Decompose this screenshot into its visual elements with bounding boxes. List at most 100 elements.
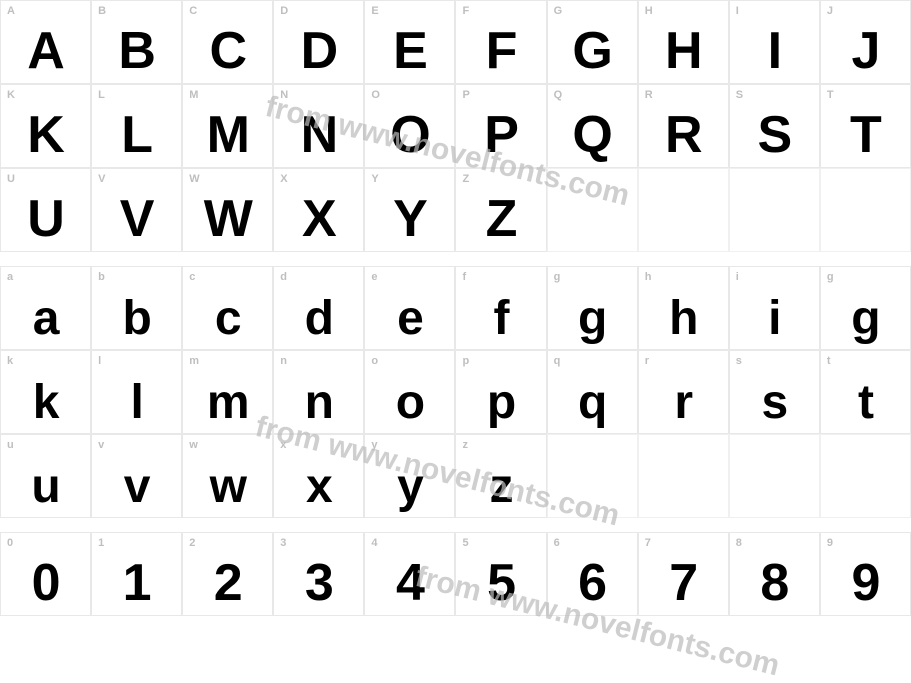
glyph-char: 9 (851, 557, 879, 609)
cell-label: s (736, 355, 742, 367)
glyph-char: U (27, 193, 64, 245)
spacer-cell (455, 518, 546, 532)
cell-label: 3 (280, 537, 286, 549)
glyph-cell: 99 (820, 532, 911, 616)
glyph-cell: 11 (91, 532, 182, 616)
glyph-cell: KK (0, 84, 91, 168)
glyph-char: O (390, 109, 429, 161)
glyph-char: H (665, 25, 702, 77)
cell-label: G (554, 5, 563, 17)
glyph-char: k (33, 379, 59, 427)
cell-label: m (189, 355, 199, 367)
cell-label: F (462, 5, 469, 17)
glyph-cell: yy (364, 434, 455, 518)
glyph-cell: bb (91, 266, 182, 350)
glyph-char: e (397, 295, 423, 343)
cell-label: y (371, 439, 377, 451)
glyph-char: d (305, 295, 333, 343)
glyph-cell: JJ (820, 0, 911, 84)
cell-label: 0 (7, 537, 13, 549)
glyph-cell: ii (729, 266, 820, 350)
cell-label: c (189, 271, 195, 283)
cell-label: l (98, 355, 101, 367)
glyph-cell: hh (638, 266, 729, 350)
cell-label: V (98, 173, 105, 185)
spacer-cell (364, 518, 455, 532)
empty-cell (729, 434, 820, 518)
glyph-cell: zz (455, 434, 546, 518)
cell-label: B (98, 5, 106, 17)
glyph-cell: cc (182, 266, 273, 350)
cell-label: E (371, 5, 378, 17)
glyph-cell: QQ (547, 84, 638, 168)
glyph-char: L (121, 109, 152, 161)
glyph-cell: uu (0, 434, 91, 518)
cell-label: f (462, 271, 466, 283)
cell-label: X (280, 173, 287, 185)
glyph-cell: 55 (455, 532, 546, 616)
glyph-cell: kk (0, 350, 91, 434)
cell-label: g (827, 271, 834, 283)
cell-label: b (98, 271, 105, 283)
cell-label: r (645, 355, 649, 367)
cell-label: 6 (554, 537, 560, 549)
cell-label: k (7, 355, 13, 367)
cell-label: O (371, 89, 380, 101)
cell-label: e (371, 271, 377, 283)
spacer-cell (729, 518, 820, 532)
glyph-cell: aa (0, 266, 91, 350)
spacer-cell (729, 252, 820, 266)
glyph-cell: GG (547, 0, 638, 84)
glyph-char: A (27, 25, 64, 77)
spacer-cell (0, 252, 91, 266)
glyph-char: Z (486, 193, 517, 245)
spacer-cell (547, 518, 638, 532)
cell-label: 7 (645, 537, 651, 549)
glyph-char: u (31, 463, 59, 511)
glyph-char: z (490, 463, 513, 511)
glyph-cell: pp (455, 350, 546, 434)
glyph-char: f (494, 295, 509, 343)
glyph-cell: TT (820, 84, 911, 168)
cell-label: 8 (736, 537, 742, 549)
glyph-char: K (27, 109, 64, 161)
glyph-char: x (306, 463, 332, 511)
cell-label: w (189, 439, 198, 451)
cell-label: J (827, 5, 833, 17)
empty-cell (820, 168, 911, 252)
cell-label: n (280, 355, 287, 367)
cell-label: u (7, 439, 14, 451)
glyph-char: C (209, 25, 246, 77)
glyph-char: X (302, 193, 336, 245)
spacer-cell (0, 518, 91, 532)
glyph-cell: ee (364, 266, 455, 350)
glyph-char: p (487, 379, 515, 427)
glyph-cell: gg (547, 266, 638, 350)
cell-label: D (280, 5, 288, 17)
cell-label: P (462, 89, 469, 101)
cell-label: 1 (98, 537, 104, 549)
cell-label: A (7, 5, 15, 17)
cell-label: z (462, 439, 468, 451)
glyph-cell: DD (273, 0, 364, 84)
glyph-char: S (758, 109, 792, 161)
glyph-char: M (207, 109, 249, 161)
glyph-char: F (486, 25, 517, 77)
cell-label: I (736, 5, 739, 17)
empty-cell (820, 434, 911, 518)
cell-label: W (189, 173, 199, 185)
glyph-cell: gg (820, 266, 911, 350)
glyph-cell: UU (0, 168, 91, 252)
glyph-cell: XX (273, 168, 364, 252)
cell-label: 4 (371, 537, 377, 549)
glyph-char: E (393, 25, 427, 77)
cell-label: T (827, 89, 834, 101)
glyph-cell: SS (729, 84, 820, 168)
empty-cell (547, 168, 638, 252)
glyph-cell: 66 (547, 532, 638, 616)
cell-label: K (7, 89, 15, 101)
glyph-char: o (396, 379, 424, 427)
cell-label: U (7, 173, 15, 185)
glyph-char: a (33, 295, 59, 343)
cell-label: a (7, 271, 13, 283)
